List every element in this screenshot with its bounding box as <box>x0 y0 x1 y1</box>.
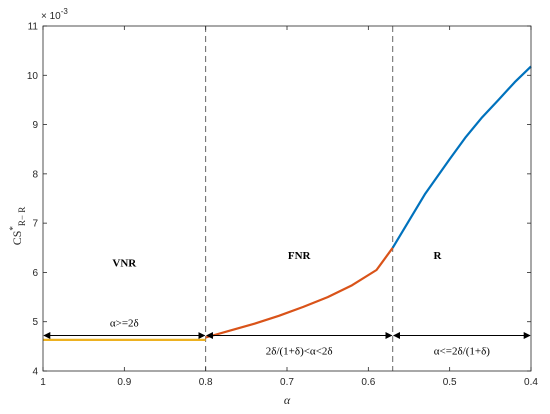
x-tick-label: 0.8 <box>199 377 213 388</box>
y-tick-label: 6 <box>32 268 38 279</box>
series-line-3 <box>391 65 532 249</box>
y-tick-label: 9 <box>32 120 38 131</box>
y-tick-label: 10 <box>27 71 39 82</box>
range-label-3: α<=2δ/(1+δ) <box>434 345 490 357</box>
y-tick-label: 7 <box>32 219 38 230</box>
y-axis-label: CS*R− R <box>8 207 27 246</box>
data-series <box>43 65 532 341</box>
series-line-2 <box>205 247 394 339</box>
region-labels: VNR FNR R <box>112 250 442 269</box>
range-arrows: α>=2δ 2δ/(1+δ)<α<2δ α<=2δ/(1+δ) <box>43 318 531 357</box>
x-tick-label: 0.4 <box>524 377 538 388</box>
x-tick-label: 0.9 <box>117 377 131 388</box>
region-label-vnr: VNR <box>112 258 137 270</box>
y-axis-ticks: 4 5 6 7 8 9 10 11 <box>27 22 531 378</box>
x-tick-label: 1 <box>40 377 46 388</box>
x-tick-label: 0.5 <box>443 377 457 388</box>
y-tick-label: 8 <box>32 169 38 180</box>
y-tick-label: 5 <box>32 317 38 328</box>
y-tick-label: 11 <box>28 22 39 33</box>
range-label-2: 2δ/(1+δ)<α<2δ <box>266 345 333 357</box>
x-tick-label: 0.7 <box>280 377 294 388</box>
region-label-fnr: FNR <box>288 250 312 262</box>
region-label-r: R <box>433 250 442 262</box>
range-label-1: α>=2δ <box>110 318 139 330</box>
x-axis-ticks: 1 0.9 0.8 0.7 0.6 0.5 0.4 <box>40 26 538 388</box>
y-multiplier: × 10-3 <box>41 7 68 22</box>
x-tick-label: 0.6 <box>361 377 375 388</box>
region-boundaries <box>205 26 394 371</box>
y-tick-label: 4 <box>32 367 38 378</box>
x-axis-label: α <box>284 393 291 407</box>
